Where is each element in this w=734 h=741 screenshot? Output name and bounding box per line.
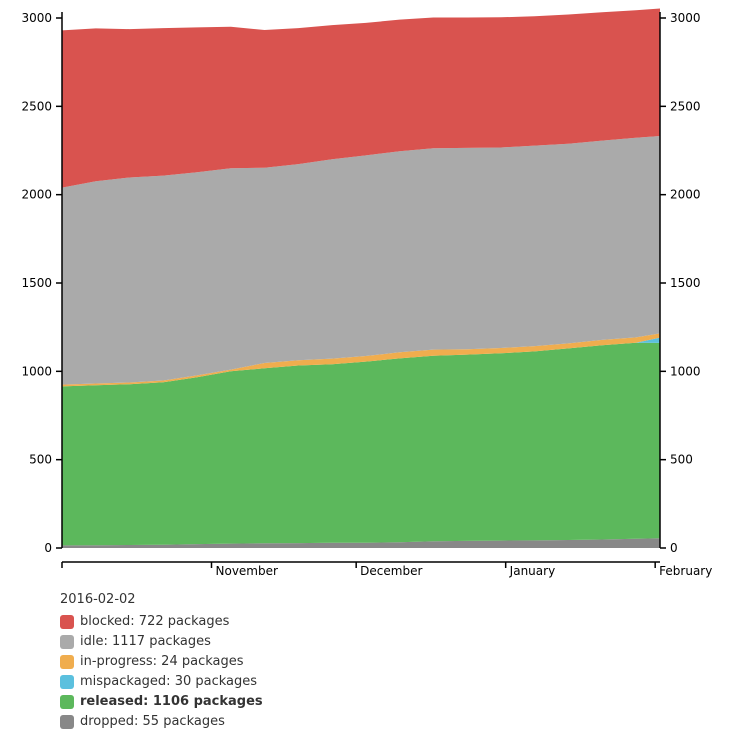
y-tick-label-left: 2000 [21, 188, 52, 202]
legend-item[interactable]: dropped: 55 packages [60, 712, 263, 732]
y-tick-label-left: 1000 [21, 364, 52, 378]
area-layers [62, 8, 660, 548]
x-tick-label-december: December [360, 564, 422, 578]
legend-item[interactable]: mispackaged: 30 packages [60, 672, 263, 692]
axes: 0 0 500 500 1000 1000 1500 1500 2000 2000 2500 2500… [21, 11, 712, 578]
x-tick-label-january: January [509, 564, 556, 578]
area-in-progress [62, 333, 660, 387]
legend-label: idle: 1117 packages [80, 634, 211, 649]
legend-label: released: 1106 packages [80, 694, 263, 709]
y-tick-label-left: 3000 [21, 11, 52, 25]
legend-item[interactable]: in-progress: 24 packages [60, 652, 263, 672]
area-idle [62, 136, 660, 385]
y-tick-label-left: 2500 [21, 99, 52, 113]
area-blocked [62, 8, 660, 188]
legend-item[interactable]: blocked: 722 packages [60, 612, 263, 632]
legend-swatch [60, 635, 74, 649]
legend-swatch [60, 695, 74, 709]
y-tick-label-right: 500 [670, 453, 693, 467]
y-tick-label-left: 0 [44, 541, 52, 555]
y-tick-label-right: 1000 [670, 364, 701, 378]
y-tick-label-right: 1500 [670, 276, 701, 290]
legend-label: in-progress: 24 packages [80, 654, 244, 669]
stacked-area-chart: 0 0 500 500 1000 1000 1500 1500 2000 2000 2500 2500… [21, 8, 712, 578]
legend-date: 2016-02-02 [60, 592, 136, 607]
legend-label: dropped: 55 packages [80, 714, 225, 729]
area-dropped [62, 538, 660, 548]
area-released [62, 342, 660, 546]
y-tick-label-right: 0 [670, 541, 678, 555]
y-tick-label-left: 1500 [21, 276, 52, 290]
legend-item[interactable]: idle: 1117 packages [60, 632, 263, 652]
y-tick-label-left: 500 [29, 453, 52, 467]
legend-label: blocked: 722 packages [80, 614, 230, 629]
legend-item[interactable]: released: 1106 packages [60, 692, 263, 712]
legend-label: mispackaged: 30 packages [80, 674, 258, 689]
legend-swatch [60, 675, 74, 689]
legend-swatch [60, 655, 74, 669]
y-tick-label-right: 2500 [670, 99, 701, 113]
legend-rows: blocked: 722 packages idle: 1117 packages… [60, 612, 263, 732]
y-tick-label-right: 3000 [670, 11, 701, 25]
legend-swatch [60, 715, 74, 729]
x-tick-label-february: February [659, 564, 712, 578]
legend-swatch [60, 615, 74, 629]
legend: 2016-02-02 blocked: 722 packages idle: 11… [60, 590, 263, 732]
y-tick-label-right: 2000 [670, 188, 701, 202]
x-tick-label-november: November [216, 564, 278, 578]
